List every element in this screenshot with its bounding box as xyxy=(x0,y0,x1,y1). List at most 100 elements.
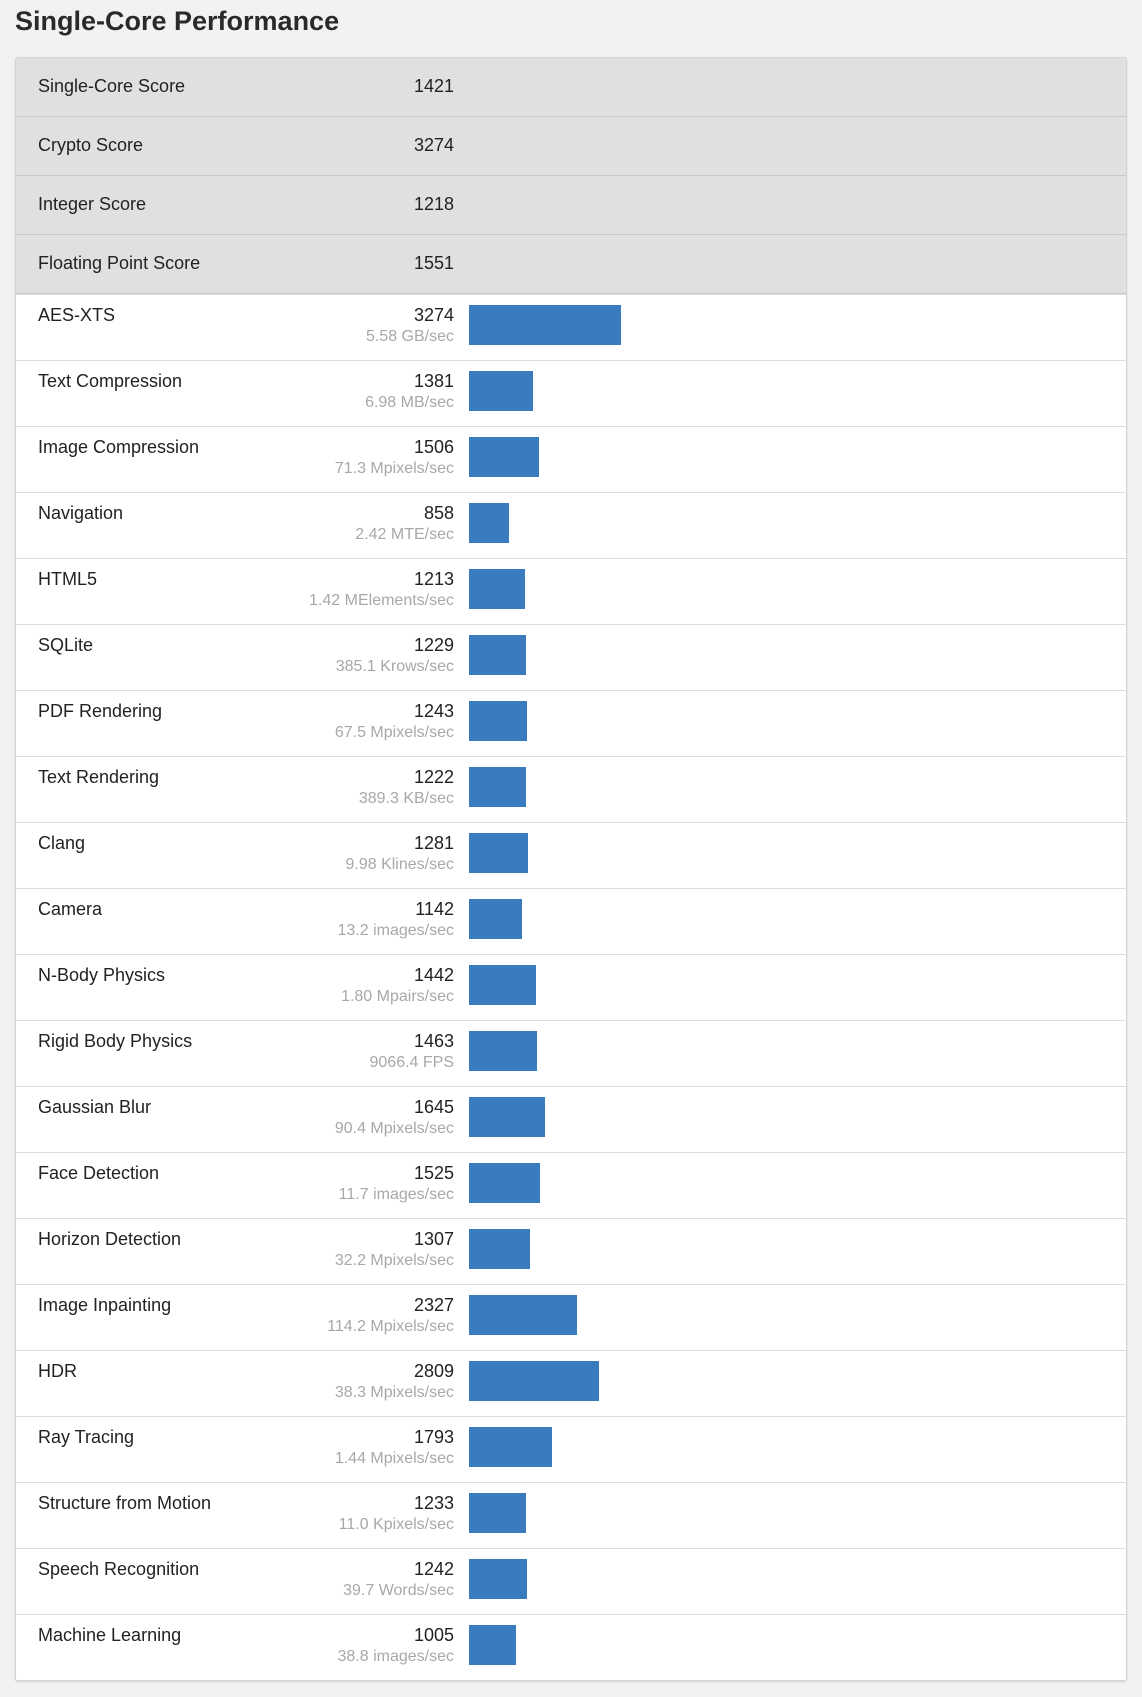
single-core-results-table: Single-Core Score 1421 Crypto Score 3274 Int… xyxy=(15,57,1127,1681)
workload-list: AES-XTS 3274 5.58 GB/sec Text Compression 13… xyxy=(16,294,1126,1680)
workload-score: 858 xyxy=(423,503,454,523)
workload-score: 1142 xyxy=(415,899,454,919)
workload-score: 1005 xyxy=(413,1625,454,1645)
workload-label: Gaussian Blur xyxy=(38,1097,152,1117)
score-bar xyxy=(469,965,536,1005)
score-bar xyxy=(469,503,509,543)
summary-label: Integer Score xyxy=(38,194,147,214)
workload-rate: 1.44 Mpixels/sec xyxy=(334,1450,454,1467)
workload-rate: 11.0 Kpixels/sec xyxy=(338,1516,454,1533)
workload-rate: 9066.4 FPS xyxy=(369,1054,455,1071)
workload-label: Face Detection xyxy=(38,1163,160,1183)
workload-row: Rigid Body Physics 1463 9066.4 FPS xyxy=(16,1020,1126,1086)
workload-rate: 114.2 Mpixels/sec xyxy=(327,1318,454,1335)
workload-label: Ray Tracing xyxy=(38,1427,135,1447)
workload-score: 2327 xyxy=(413,1295,454,1315)
page-title: Single-Core Performance xyxy=(15,6,340,36)
workload-rate: 90.4 Mpixels/sec xyxy=(334,1120,454,1137)
score-bar xyxy=(469,1229,530,1269)
workload-label: Image Compression xyxy=(38,437,200,457)
summary-label: Crypto Score xyxy=(38,135,144,155)
workload-rate: 39.7 Words/sec xyxy=(343,1582,454,1599)
workload-score: 1645 xyxy=(413,1097,454,1117)
score-bar xyxy=(469,1493,527,1533)
workload-row: Ray Tracing 1793 1.44 Mpixels/sec xyxy=(16,1416,1126,1482)
workload-rate: 5.58 GB/sec xyxy=(365,328,454,345)
workload-score: 1381 xyxy=(413,371,454,391)
workload-label: Machine Learning xyxy=(38,1625,182,1645)
workload-label: Clang xyxy=(38,833,86,853)
workload-row: HTML5 1213 1.42 MElements/sec xyxy=(16,558,1126,624)
summary-row: Floating Point Score 1551 xyxy=(16,235,1126,294)
summary-score: 1218 xyxy=(413,194,454,214)
workload-score: 1222 xyxy=(413,767,454,787)
workload-score: 3274 xyxy=(413,305,454,325)
workload-score: 1506 xyxy=(413,437,454,457)
workload-row: Structure from Motion 1233 11.0 Kpixels/se… xyxy=(16,1482,1126,1548)
score-bar xyxy=(469,437,539,477)
workload-row: N-Body Physics 1442 1.80 Mpairs/sec xyxy=(16,954,1126,1020)
score-bar xyxy=(469,1427,553,1467)
summary-row: Integer Score 1218 xyxy=(16,176,1126,235)
workload-label: SQLite xyxy=(38,635,94,655)
score-bar xyxy=(469,569,526,609)
summary-score: 3274 xyxy=(413,135,454,155)
workload-row: AES-XTS 3274 5.58 GB/sec xyxy=(16,294,1126,360)
workload-score: 1213 xyxy=(413,569,454,589)
score-bar xyxy=(469,1625,516,1665)
workload-label: Horizon Detection xyxy=(38,1229,182,1249)
workload-score: 1229 xyxy=(413,635,454,655)
score-bar xyxy=(469,371,534,411)
workload-row: Text Rendering 1222 389.3 KB/sec xyxy=(16,756,1126,822)
score-bar xyxy=(469,1295,578,1335)
workload-row: Face Detection 1525 11.7 images/sec xyxy=(16,1152,1126,1218)
workload-rate: 11.7 images/sec xyxy=(338,1186,454,1203)
workload-row: Machine Learning 1005 38.8 images/sec xyxy=(16,1614,1126,1680)
workload-row: Clang 1281 9.98 Klines/sec xyxy=(16,822,1126,888)
summary-label: Single-Core Score xyxy=(38,76,186,96)
workload-label: Rigid Body Physics xyxy=(38,1031,193,1051)
workload-row: Text Compression 1381 6.98 MB/sec xyxy=(16,360,1126,426)
workload-label: Text Rendering xyxy=(38,767,160,787)
score-bar xyxy=(469,1163,540,1203)
workload-score: 1442 xyxy=(413,965,454,985)
workload-score: 1281 xyxy=(413,833,454,853)
workload-label: PDF Rendering xyxy=(38,701,163,721)
summary-scores: Single-Core Score 1421 Crypto Score 3274 Int… xyxy=(16,58,1126,294)
workload-score: 1243 xyxy=(413,701,454,721)
workload-row: Camera 1142 13.2 images/sec xyxy=(16,888,1126,954)
workload-score: 1525 xyxy=(413,1163,454,1183)
summary-row: Single-Core Score 1421 xyxy=(16,58,1126,117)
workload-label: AES-XTS xyxy=(38,305,116,325)
workload-label: HTML5 xyxy=(38,569,98,589)
score-bar xyxy=(469,701,527,741)
workload-label: Camera xyxy=(38,899,103,919)
score-bar xyxy=(469,1559,527,1599)
workload-score: 1793 xyxy=(413,1427,454,1447)
workload-label: Structure from Motion xyxy=(38,1493,212,1513)
workload-label: N-Body Physics xyxy=(38,965,166,985)
workload-label: HDR xyxy=(38,1361,77,1381)
workload-rate: 6.98 MB/sec xyxy=(365,394,454,411)
workload-rate: 38.3 Mpixels/sec xyxy=(334,1384,454,1401)
summary-label: Floating Point Score xyxy=(38,253,201,273)
workload-score: 2809 xyxy=(413,1361,454,1381)
workload-row: Image Inpainting 2327 114.2 Mpixels/sec xyxy=(16,1284,1126,1350)
workload-row: HDR 2809 38.3 Mpixels/sec xyxy=(16,1350,1126,1416)
score-bar xyxy=(469,1361,600,1401)
workload-row: Navigation 858 2.42 MTE/sec xyxy=(16,492,1126,558)
summary-row: Crypto Score 3274 xyxy=(16,117,1126,176)
workload-rate: 385.1 Krows/sec xyxy=(335,658,454,675)
summary-score: 1421 xyxy=(413,76,454,96)
workload-score: 1307 xyxy=(413,1229,454,1249)
workload-rate: 13.2 images/sec xyxy=(337,922,454,939)
workload-row: Image Compression 1506 71.3 Mpixels/sec xyxy=(16,426,1126,492)
workload-rate: 38.8 images/sec xyxy=(337,1648,454,1665)
workload-rate: 2.42 MTE/sec xyxy=(355,526,454,543)
workload-row: SQLite 1229 385.1 Krows/sec xyxy=(16,624,1126,690)
score-bar xyxy=(469,305,621,345)
score-bar xyxy=(469,1031,537,1071)
workload-rate: 1.42 MElements/sec xyxy=(309,592,454,609)
workload-rate: 32.2 Mpixels/sec xyxy=(334,1252,454,1269)
workload-rate: 9.98 Klines/sec xyxy=(345,856,454,873)
